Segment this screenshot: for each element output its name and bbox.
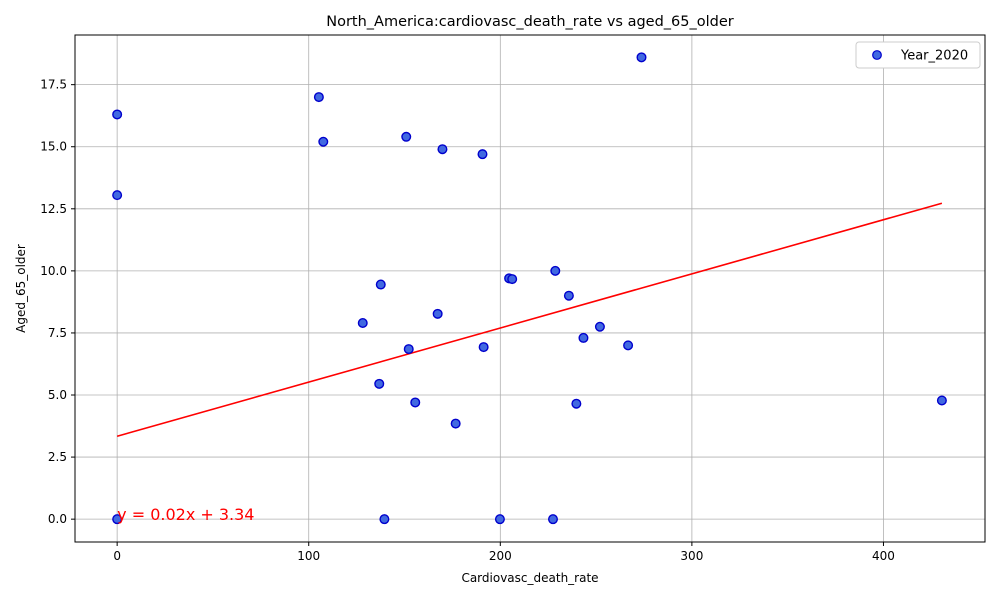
data-point: [374, 378, 385, 389]
data-point: [437, 144, 448, 155]
y-axis-title: Aged_65_older: [14, 244, 28, 333]
data-point: [547, 514, 558, 525]
data-point: [623, 340, 634, 351]
regression-layer: [116, 202, 943, 438]
x-tick-label: 200: [489, 549, 512, 563]
data-point: [571, 398, 582, 409]
data-point: [112, 514, 123, 525]
y-tick-label: 5.0: [48, 388, 67, 402]
y-tick-label: 2.5: [48, 450, 67, 464]
legend-box: [855, 41, 981, 69]
x-axis-title: Cardiovasc_death_rate: [461, 571, 598, 585]
data-point: [563, 290, 574, 301]
data-point: [379, 514, 390, 525]
data-point: [403, 344, 414, 355]
data-point: [375, 279, 386, 290]
legend-label: Year_2020: [900, 49, 968, 64]
regression-line: [116, 202, 943, 438]
legend: Year_2020: [855, 41, 981, 69]
y-tick-label: 17.5: [40, 78, 67, 92]
data-point: [494, 514, 505, 525]
y-tick-label: 7.5: [48, 326, 67, 340]
x-tick-label: 400: [872, 549, 895, 563]
legend-marker: [872, 50, 882, 60]
data-point: [112, 190, 123, 201]
data-point: [313, 92, 324, 103]
x-tick-label: 300: [680, 549, 703, 563]
data-point: [112, 109, 123, 120]
y-tick-label: 15.0: [40, 140, 67, 154]
plot-frame: [74, 34, 986, 543]
data-point: [318, 136, 329, 147]
data-point: [636, 52, 647, 63]
grid: [75, 35, 985, 542]
y-tick-label: 0.0: [48, 512, 67, 526]
x-tick-label: 0: [113, 549, 121, 563]
y-tick-label: 12.5: [40, 202, 67, 216]
data-point: [432, 308, 443, 319]
chart-title: North_America:cardiovasc_death_rate vs a…: [326, 14, 734, 30]
data-point: [357, 318, 368, 329]
x-axis: 0 100 200 300 400: [113, 542, 895, 563]
data-point: [507, 274, 518, 285]
data-point: [578, 332, 589, 343]
regression-equation: y = 0.02x + 3.34: [117, 505, 254, 524]
y-tick-label: 10.0: [40, 264, 67, 278]
data-point: [477, 149, 488, 160]
y-axis: 0.0 2.5 5.0 7.5 10.0 12.5 15.0 17.5: [40, 78, 75, 526]
data-point: [401, 131, 412, 142]
points-layer: [112, 52, 947, 525]
data-point: [478, 342, 489, 353]
data-point: [594, 321, 605, 332]
data-point: [410, 397, 421, 408]
data-point: [936, 395, 947, 406]
data-point: [450, 418, 461, 429]
data-point: [550, 265, 561, 276]
x-tick-label: 100: [297, 549, 320, 563]
